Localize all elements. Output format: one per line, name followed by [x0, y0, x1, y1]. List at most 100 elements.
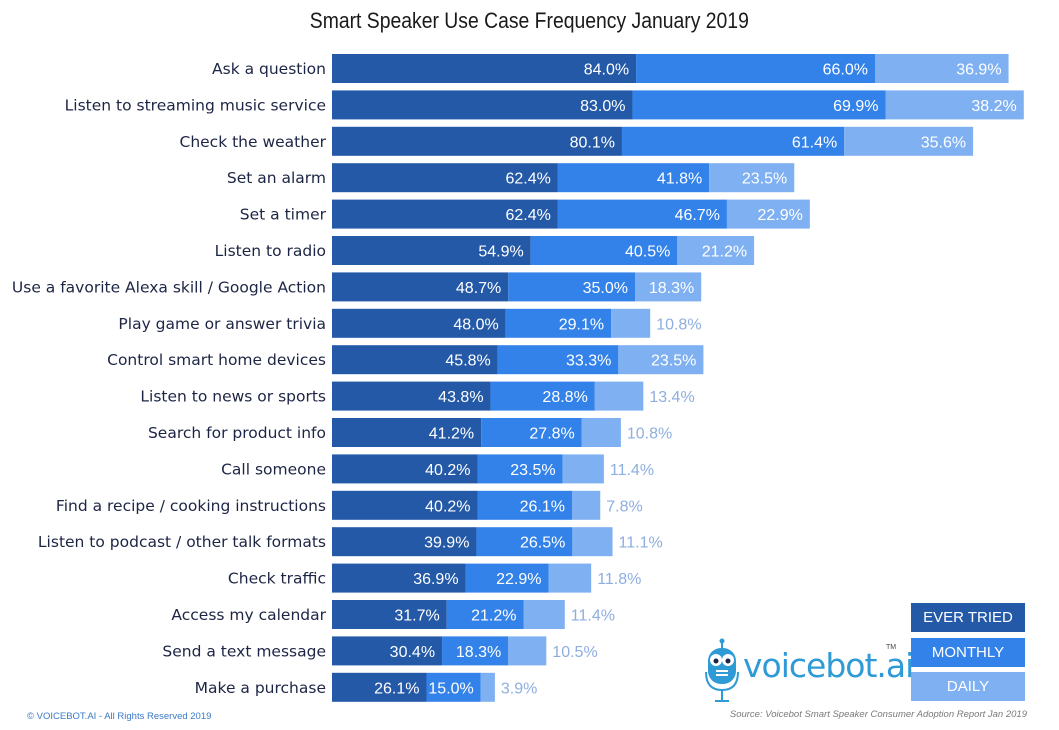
- value-label-daily-set-a-timer: 22.9%: [757, 207, 802, 224]
- value-label-daily-make-a-purchase: 3.9%: [501, 680, 537, 697]
- legend-item-daily: DAILY: [911, 672, 1025, 701]
- bar-monthly-set-an-alarm: [557, 163, 710, 193]
- value-label-daily-find-a-recipe-cooking-instructions: 7.8%: [606, 498, 642, 515]
- bar-monthly-listen-to-podcast-other-talk-formats: [476, 527, 573, 557]
- value-label-ever-tried-find-a-recipe-cooking-instructions: 40.2%: [425, 498, 470, 515]
- value-label-daily-access-my-calendar: 11.4%: [571, 608, 615, 625]
- bar-ever-tried-search-for-product-info: [332, 418, 482, 447]
- bar-monthly-control-smart-home-devices: [497, 345, 619, 375]
- bar-daily-set-a-timer: [726, 199, 810, 229]
- category-label-listen-to-podcast-other-talk-formats: Listen to podcast / other talk formats: [38, 533, 326, 551]
- value-label-daily-send-a-text-message: 10.5%: [552, 644, 597, 661]
- bar-daily-search-for-product-info: [581, 418, 621, 447]
- bar-monthly-use-a-favorite-alexa-skill-google-action: [508, 272, 635, 302]
- bar-monthly-listen-to-streaming-music-service: [632, 90, 886, 120]
- category-labels: Ask a question Listen to streaming music …: [12, 60, 327, 697]
- bar-monthly-set-a-timer: [557, 199, 727, 229]
- bar-daily-set-an-alarm: [709, 163, 795, 193]
- logo-wordmark: voicebot.ai: [743, 646, 914, 685]
- value-label-monthly-check-traffic: 22.9%: [496, 571, 541, 588]
- value-label-ever-tried-make-a-purchase: 26.1%: [374, 680, 419, 697]
- value-label-ever-tried-check-traffic: 36.9%: [413, 571, 458, 588]
- bar-daily-find-a-recipe-cooking-instructions: [572, 490, 601, 520]
- source-note: Source: Voicebot Smart Speaker Consumer …: [729, 709, 1027, 720]
- value-label-ever-tried-listen-to-news-or-sports: 43.8%: [438, 389, 483, 406]
- category-label-search-for-product-info: Search for product info: [148, 424, 326, 442]
- value-label-ever-tried-play-game-or-answer-trivia: 48.0%: [453, 316, 498, 333]
- value-label-daily-check-the-weather: 35.6%: [921, 134, 966, 151]
- value-label-monthly-play-game-or-answer-trivia: 29.1%: [559, 316, 604, 333]
- bar-monthly-listen-to-news-or-sports: [490, 381, 595, 411]
- category-label-set-a-timer: Set a timer: [240, 206, 327, 224]
- copyright-notice: © VOICEBOT.AI - All Rights Reserved 2019: [27, 711, 212, 722]
- value-label-monthly-set-a-timer: 46.7%: [675, 207, 720, 224]
- bar-ever-tried-find-a-recipe-cooking-instructions: [332, 490, 478, 520]
- value-label-monthly-listen-to-podcast-other-talk-formats: 26.5%: [520, 535, 565, 552]
- value-label-ever-tried-listen-to-podcast-other-talk-formats: 39.9%: [424, 535, 469, 552]
- bar-ever-tried-listen-to-news-or-sports: [332, 381, 491, 411]
- bar-monthly-ask-a-question: [636, 54, 875, 83]
- voicebot-logo: voicebot.ai TM: [703, 638, 914, 704]
- value-label-ever-tried-search-for-product-info: 41.2%: [429, 426, 474, 443]
- value-label-ever-tried-send-a-text-message: 30.4%: [390, 644, 435, 661]
- value-label-ever-tried-use-a-favorite-alexa-skill-google-action: 48.7%: [456, 280, 501, 297]
- value-label-monthly-find-a-recipe-cooking-instructions: 26.1%: [520, 498, 565, 515]
- bar-daily-ask-a-question: [875, 54, 1009, 83]
- value-label-monthly-listen-to-radio: 40.5%: [625, 244, 670, 261]
- legend-item-monthly: MONTHLY: [911, 637, 1025, 667]
- value-label-daily-check-traffic: 11.8%: [597, 571, 641, 588]
- bar-monthly-send-a-text-message: [442, 636, 509, 666]
- bar-ever-tried-play-game-or-answer-trivia: [332, 308, 506, 338]
- category-label-access-my-calendar: Access my calendar: [171, 606, 326, 624]
- bar-ever-tried-ask-a-question: [332, 54, 637, 83]
- value-label-daily-search-for-product-info: 10.8%: [627, 426, 672, 443]
- bar-daily-control-smart-home-devices: [618, 345, 704, 375]
- category-label-set-an-alarm: Set an alarm: [227, 169, 326, 187]
- value-label-ever-tried-listen-to-streaming-music-service: 83.0%: [580, 98, 625, 115]
- category-label-ask-a-question: Ask a question: [212, 60, 326, 78]
- bar-ever-tried-set-an-alarm: [332, 163, 558, 193]
- bar-monthly-find-a-recipe-cooking-instructions: [477, 490, 573, 520]
- legend-item-ever-tried: EVER TRIED: [911, 603, 1025, 632]
- value-label-daily-call-someone: 11.4%: [610, 462, 654, 479]
- value-label-monthly-listen-to-news-or-sports: 28.8%: [542, 389, 587, 406]
- category-label-find-a-recipe-cooking-instructions: Find a recipe / cooking instructions: [56, 497, 326, 515]
- value-label-ever-tried-listen-to-radio: 54.9%: [478, 244, 523, 261]
- value-label-daily-listen-to-radio: 21.2%: [702, 244, 747, 261]
- value-label-daily-listen-to-streaming-music-service: 38.2%: [971, 98, 1016, 115]
- value-label-monthly-control-smart-home-devices: 33.3%: [566, 353, 611, 370]
- bar-daily-check-the-weather: [844, 126, 974, 156]
- bar-ever-tried-check-the-weather: [332, 126, 622, 156]
- chart-title: Smart Speaker Use Case Frequency January…: [309, 8, 749, 33]
- value-label-monthly-access-my-calendar: 21.2%: [471, 608, 516, 625]
- bar-monthly-check-traffic: [465, 563, 549, 593]
- value-label-ever-tried-control-smart-home-devices: 45.8%: [445, 353, 490, 370]
- value-label-daily-ask-a-question: 36.9%: [956, 62, 1001, 79]
- value-label-daily-set-an-alarm: 23.5%: [742, 171, 787, 188]
- bar-daily-use-a-favorite-alexa-skill-google-action: [634, 272, 702, 302]
- value-label-monthly-search-for-product-info: 27.8%: [529, 426, 574, 443]
- legend: EVER TRIED MONTHLY DAILY: [911, 603, 1025, 707]
- bar-ever-tried-check-traffic: [332, 563, 466, 593]
- value-labels: 84.0% 66.0% 36.9% 83.0% 69.9% 38.2% 80.1% 61.4%…: [374, 62, 1017, 698]
- value-label-monthly-set-an-alarm: 41.8%: [657, 171, 702, 188]
- value-label-monthly-listen-to-streaming-music-service: 69.9%: [833, 98, 878, 115]
- value-label-monthly-check-the-weather: 61.4%: [792, 134, 837, 151]
- bar-daily-listen-to-podcast-other-talk-formats: [572, 527, 613, 557]
- bar-ever-tried-call-someone: [332, 454, 478, 484]
- category-label-listen-to-streaming-music-service: Listen to streaming music service: [65, 96, 326, 114]
- bar-monthly-access-my-calendar: [446, 600, 524, 629]
- bar-daily-play-game-or-answer-trivia: [611, 308, 651, 338]
- trademark-mark: TM: [886, 644, 897, 651]
- bar-ever-tried-use-a-favorite-alexa-skill-google-action: [332, 272, 509, 302]
- category-label-control-smart-home-devices: Control smart home devices: [107, 351, 326, 369]
- bar-monthly-call-someone: [477, 454, 563, 484]
- value-label-ever-tried-check-the-weather: 80.1%: [570, 134, 615, 151]
- value-label-daily-listen-to-podcast-other-talk-formats: 11.1%: [619, 535, 663, 552]
- value-label-ever-tried-set-a-timer: 62.4%: [506, 207, 551, 224]
- value-label-daily-control-smart-home-devices: 23.5%: [651, 353, 696, 370]
- category-label-send-a-text-message: Send a text message: [162, 642, 326, 660]
- category-label-listen-to-news-or-sports: Listen to news or sports: [140, 388, 326, 406]
- bar-ever-tried-access-my-calendar: [332, 600, 447, 629]
- bar-ever-tried-control-smart-home-devices: [332, 345, 498, 375]
